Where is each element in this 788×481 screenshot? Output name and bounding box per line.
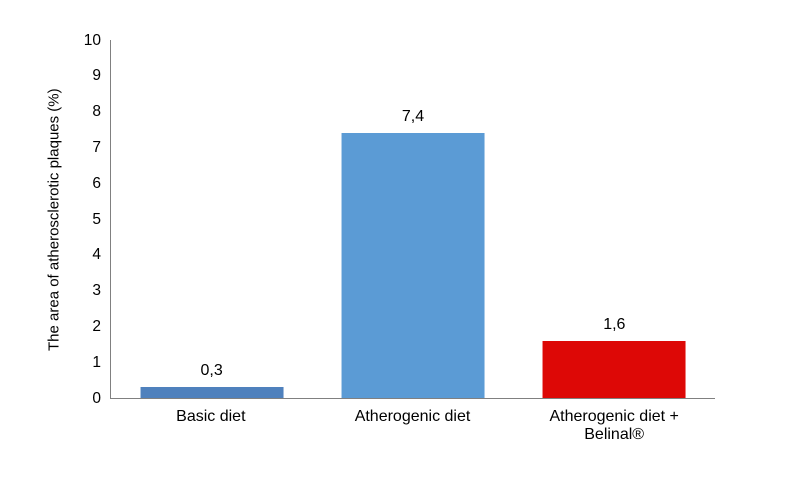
y-tick-label: 8 bbox=[92, 102, 101, 120]
category-label: Atherogenic diet + Belinal® bbox=[549, 408, 679, 444]
y-tick-label: 1 bbox=[92, 353, 101, 371]
y-tick-label: 0 bbox=[92, 389, 101, 407]
bar-value-label: 7,4 bbox=[401, 108, 425, 126]
category-labels: Basic diet Atherogenic diet Atherogenic di… bbox=[110, 408, 715, 445]
bar-slot: 7,4 bbox=[312, 40, 513, 398]
bar-value-label: 1,6 bbox=[603, 315, 626, 333]
y-tick-label: 3 bbox=[92, 281, 101, 299]
y-tick-label: 4 bbox=[92, 246, 101, 264]
bar-value-label: 0,3 bbox=[200, 362, 223, 380]
bar-3 bbox=[542, 340, 686, 398]
plot-area: 0 1 2 3 4 5 6 7 8 9 10 0,3 7,4 1,6 bbox=[84, 32, 715, 405]
y-tick-label: 6 bbox=[92, 174, 101, 192]
y-tick-label: 9 bbox=[92, 67, 101, 85]
bar-slot: 0,3 bbox=[111, 40, 312, 398]
bar-slot: 1,6 bbox=[514, 40, 715, 398]
bar-2 bbox=[341, 133, 485, 398]
bar-1 bbox=[140, 387, 284, 398]
category-label: Atherogenic diet bbox=[354, 408, 471, 425]
y-tick-label: 7 bbox=[92, 138, 101, 156]
category-label: Basic diet bbox=[176, 408, 246, 425]
y-tick-label: 10 bbox=[83, 31, 101, 49]
y-tick-label: 2 bbox=[92, 317, 101, 335]
bars: 0,3 7,4 1,6 bbox=[111, 40, 715, 398]
y-axis-title: The area of atherosclerotic plaques (%) bbox=[45, 88, 63, 351]
y-tick-label: 5 bbox=[92, 210, 101, 228]
